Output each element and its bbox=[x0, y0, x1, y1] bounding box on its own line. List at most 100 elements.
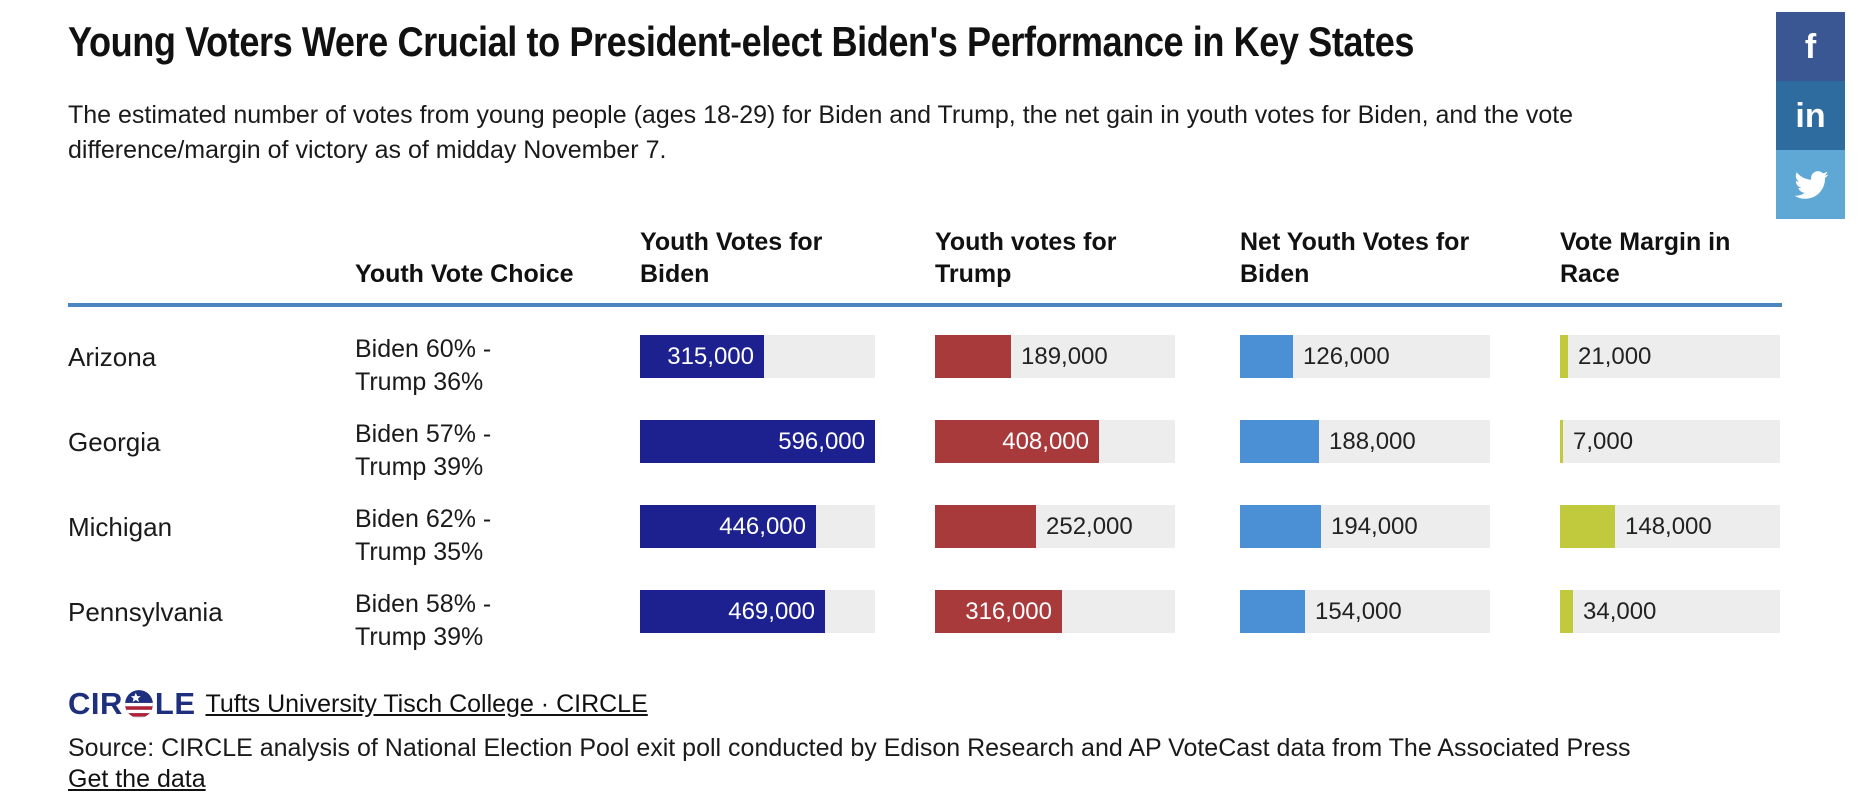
net-bar-cell: 194,000 bbox=[1240, 505, 1490, 548]
bar-track: 596,000 bbox=[640, 420, 875, 463]
bar-track: 315,000 bbox=[640, 335, 875, 378]
bar-track: 316,000 bbox=[935, 590, 1175, 633]
header-rule bbox=[68, 303, 1782, 307]
table-row: Michigan Biden 62% - Trump 35% 446,000 252,0… bbox=[0, 483, 1866, 568]
youth-vote-choice: Biden 60% - Trump 36% bbox=[355, 333, 491, 399]
page-subtitle: The estimated number of votes from young… bbox=[68, 101, 1574, 164]
net-bar-cell: 188,000 bbox=[1240, 420, 1490, 463]
vote-choice-line: Trump 36% bbox=[355, 368, 484, 396]
column-header-net-youth-votes: Net Youth Votes for Biden bbox=[1240, 228, 1470, 288]
vote-choice-line: Trump 39% bbox=[355, 623, 484, 651]
margin-bar-cell: 34,000 bbox=[1560, 590, 1780, 633]
bar-value: 189,000 bbox=[1021, 342, 1108, 370]
trump-bar-cell: 189,000 bbox=[935, 335, 1175, 378]
twitter-share-button[interactable] bbox=[1776, 150, 1845, 219]
source-note: Source: CIRCLE analysis of National Elec… bbox=[68, 734, 1631, 762]
bar-value: 252,000 bbox=[1046, 512, 1133, 540]
byline-link[interactable]: Tufts University Tisch College · CIRCLE bbox=[205, 689, 648, 718]
bar-value: 446,000 bbox=[719, 512, 806, 540]
margin-bar bbox=[1560, 335, 1568, 378]
table-row: Arizona Biden 60% - Trump 36% 315,000 189,00… bbox=[0, 313, 1866, 398]
bar-track: 252,000 bbox=[935, 505, 1175, 548]
state-label: Arizona bbox=[68, 342, 157, 372]
bar-track: 7,000 bbox=[1560, 420, 1780, 463]
facebook-icon: f bbox=[1804, 27, 1817, 66]
bar-value: 194,000 bbox=[1331, 512, 1418, 540]
bar-value: 154,000 bbox=[1315, 597, 1402, 625]
column-header-youth-vote-choice: Youth Vote Choice bbox=[355, 260, 574, 288]
margin-bar-cell: 148,000 bbox=[1560, 505, 1780, 548]
net-bar-cell: 126,000 bbox=[1240, 335, 1490, 378]
get-the-data-link[interactable]: Get the data bbox=[68, 765, 206, 793]
table-row: Pennsylvania Biden 58% - Trump 39% 469,000 3… bbox=[0, 568, 1866, 653]
vote-choice-line: Biden 60% - bbox=[355, 335, 492, 363]
biden-bar bbox=[640, 335, 764, 378]
biden-bar bbox=[640, 420, 875, 463]
bar-track: 148,000 bbox=[1560, 505, 1780, 548]
column-header-youth-votes-biden: Youth Votes for Biden bbox=[640, 228, 823, 288]
net-bar bbox=[1240, 420, 1319, 463]
vote-choice-line: Trump 39% bbox=[355, 453, 484, 481]
margin-bar-cell: 21,000 bbox=[1560, 335, 1780, 378]
biden-bar-cell: 596,000 bbox=[640, 420, 875, 463]
circle-logo-text-right: LE bbox=[154, 686, 196, 721]
attribution-line: CIR LE Tufts University Tisch College · … bbox=[68, 686, 648, 722]
bar-value: 408,000 bbox=[1002, 427, 1089, 455]
trump-bar bbox=[935, 590, 1062, 633]
youth-vote-choice: Biden 62% - Trump 35% bbox=[355, 503, 491, 569]
margin-bar-cell: 7,000 bbox=[1560, 420, 1780, 463]
linkedin-icon: in bbox=[1795, 96, 1826, 135]
bar-value: 315,000 bbox=[667, 342, 754, 370]
bar-track: 446,000 bbox=[640, 505, 875, 548]
bar-track: 408,000 bbox=[935, 420, 1175, 463]
bar-track: 469,000 bbox=[640, 590, 875, 633]
bar-track: 189,000 bbox=[935, 335, 1175, 378]
biden-bar bbox=[640, 505, 816, 548]
trump-bar-cell: 252,000 bbox=[935, 505, 1175, 548]
page-title: Young Voters Were Crucial to President-e… bbox=[68, 18, 1415, 65]
net-bar bbox=[1240, 590, 1305, 633]
bar-track: 34,000 bbox=[1560, 590, 1780, 633]
margin-bar bbox=[1560, 505, 1615, 548]
circle-logo-text-left: CIR bbox=[68, 686, 123, 721]
margin-bar bbox=[1560, 590, 1573, 633]
margin-bar bbox=[1560, 420, 1563, 463]
net-bar-cell: 154,000 bbox=[1240, 590, 1490, 633]
table-row: Georgia Biden 57% - Trump 39% 596,000 408,00… bbox=[0, 398, 1866, 483]
vote-choice-line: Trump 35% bbox=[355, 538, 484, 566]
state-label: Michigan bbox=[68, 512, 173, 542]
circle-flag-icon bbox=[124, 690, 153, 718]
vote-choice-line: Biden 58% - bbox=[355, 590, 492, 618]
state-label: Pennsylvania bbox=[68, 597, 223, 627]
bar-value: 34,000 bbox=[1583, 597, 1657, 625]
trump-bar bbox=[935, 505, 1036, 548]
column-header-vote-margin: Vote Margin in Race bbox=[1560, 228, 1731, 288]
facebook-share-button[interactable]: f bbox=[1776, 12, 1845, 81]
bar-track: 188,000 bbox=[1240, 420, 1490, 463]
vote-choice-line: Biden 57% - bbox=[355, 420, 492, 448]
vote-choice-line: Biden 62% - bbox=[355, 505, 492, 533]
trump-bar bbox=[935, 420, 1099, 463]
bar-track: 154,000 bbox=[1240, 590, 1490, 633]
bar-value: 596,000 bbox=[778, 427, 865, 455]
youth-vote-choice: Biden 57% - Trump 39% bbox=[355, 418, 491, 484]
biden-bar-cell: 446,000 bbox=[640, 505, 875, 548]
biden-bar bbox=[640, 590, 825, 633]
net-bar bbox=[1240, 335, 1293, 378]
trump-bar bbox=[935, 335, 1011, 378]
bar-value: 316,000 bbox=[965, 597, 1052, 625]
bar-value: 188,000 bbox=[1329, 427, 1416, 455]
bar-value: 469,000 bbox=[728, 597, 815, 625]
bar-track: 21,000 bbox=[1560, 335, 1780, 378]
bar-value: 126,000 bbox=[1303, 342, 1390, 370]
youth-vote-choice: Biden 58% - Trump 39% bbox=[355, 588, 491, 654]
trump-bar-cell: 408,000 bbox=[935, 420, 1175, 463]
trump-bar-cell: 316,000 bbox=[935, 590, 1175, 633]
bar-track: 126,000 bbox=[1240, 335, 1490, 378]
biden-bar-cell: 469,000 bbox=[640, 590, 875, 633]
bar-value: 21,000 bbox=[1578, 342, 1652, 370]
share-buttons: f in bbox=[1776, 12, 1845, 219]
state-label: Georgia bbox=[68, 427, 161, 457]
linkedin-share-button[interactable]: in bbox=[1776, 81, 1845, 150]
twitter-bird-icon bbox=[1793, 170, 1828, 199]
